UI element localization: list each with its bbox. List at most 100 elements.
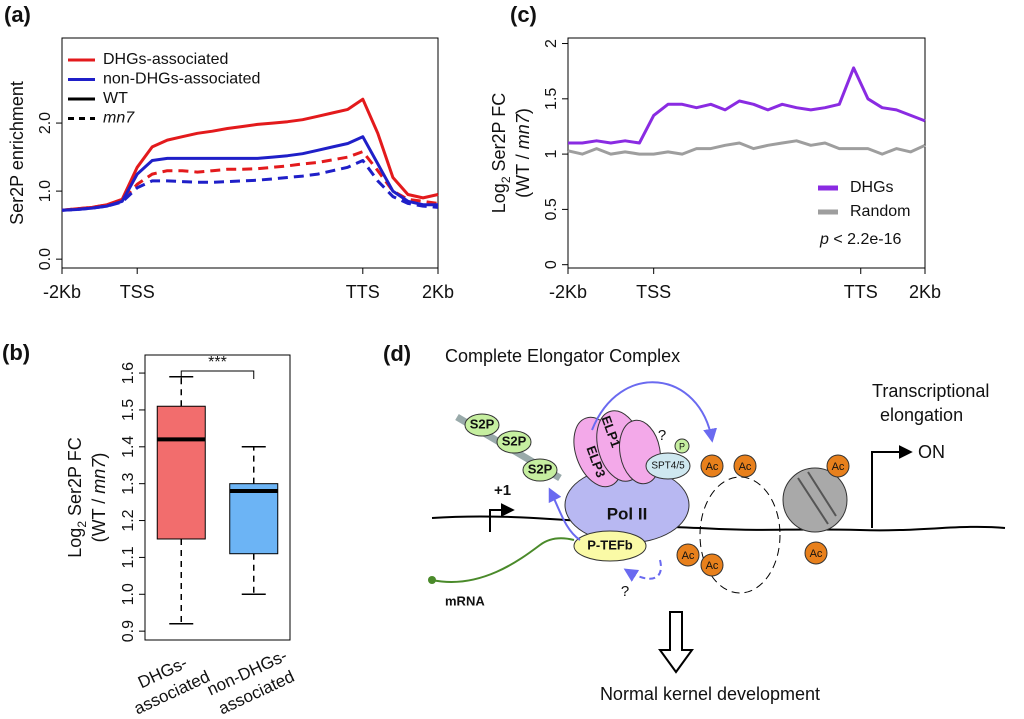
- y-axis-label-part: Log: [65, 528, 85, 558]
- elongation-label: Transcriptional: [872, 381, 989, 401]
- y-tick-label: 0.0: [37, 248, 54, 270]
- annotation: p < 2.2e-16: [819, 231, 902, 248]
- legend-label: non-DHGs-associated: [103, 71, 260, 88]
- question: ?: [621, 583, 629, 600]
- s2p-node: [522, 458, 558, 482]
- acetyl-marks: Ac Ac Ac Ac Ac Ac: [676, 454, 850, 577]
- y-tick-label: 2.0: [37, 112, 54, 134]
- y-tick-label: 0: [543, 260, 560, 269]
- y-axis-label-part: mn7: [89, 458, 109, 494]
- diagram-title: Complete Elongator Complex: [445, 346, 680, 366]
- outcome-label: Normal kernel development: [600, 684, 820, 704]
- ac-label: Ac: [706, 560, 719, 572]
- series-line: [568, 66, 926, 145]
- y-tick-label: 1.1: [120, 546, 137, 568]
- y-axis-label: (WT / mn7): [513, 108, 533, 198]
- ac-mark: [804, 541, 828, 565]
- y-tick-label: 1.3: [120, 472, 137, 494]
- y-tick-label: 1: [543, 150, 560, 159]
- ac-label: Ac: [682, 550, 695, 562]
- annotation-part: p: [819, 231, 829, 248]
- panel-label: (b): [2, 340, 30, 365]
- y-axis-label-part: Ser2P FC: [65, 437, 85, 521]
- s2p-node: [464, 413, 500, 437]
- y-axis-label-part: ): [89, 453, 109, 459]
- plus-one: +1: [494, 482, 511, 499]
- arrow: [591, 381, 717, 443]
- significance-bracket: [180, 370, 255, 379]
- elongation-label: elongation: [880, 405, 963, 425]
- legend-label: mn7: [103, 110, 135, 127]
- mrna-end: [428, 576, 436, 584]
- ptefb-label: P-TEFb: [587, 537, 633, 552]
- arrow: [623, 559, 662, 582]
- y-axis-label: Log2 Ser2P FC: [65, 437, 89, 557]
- significance-label: ***: [208, 354, 227, 371]
- x-tick-label: TSS: [636, 282, 671, 302]
- y-axis-label-part: Log: [489, 183, 509, 213]
- on-label: ON: [918, 442, 945, 462]
- arrow: [548, 487, 581, 541]
- panel-label: (a): [4, 2, 31, 27]
- y-axis-label-part: (WT /: [513, 149, 533, 198]
- ac-label: Ac: [739, 461, 752, 473]
- x-tick-label: TTS: [844, 282, 878, 302]
- s2p-label: S2P: [470, 416, 495, 431]
- y-tick-label: 0.9: [120, 620, 137, 642]
- y-axis-label-part: 2: [75, 521, 89, 528]
- ac-mark: [700, 454, 724, 478]
- tss-arrow: [489, 503, 515, 532]
- box: [156, 405, 206, 540]
- y-axis-label: (WT / mn7): [89, 453, 109, 543]
- y-tick-label: 0.5: [543, 198, 560, 220]
- outcome-arrow: [658, 611, 694, 674]
- series-line: [61, 159, 439, 212]
- y-axis-label: Ser2P enrichment: [7, 81, 27, 225]
- spt-label: SPT4/5: [651, 461, 685, 472]
- nucleosome-dna: [797, 471, 837, 525]
- plot-frame: [567, 37, 926, 269]
- box: [229, 483, 279, 555]
- x-tick-label: DHGs-associated: [122, 647, 213, 719]
- ptefb: [573, 530, 647, 562]
- question: ?: [658, 427, 666, 444]
- ac-label: Ac: [706, 461, 719, 473]
- y-axis-label-part: ): [513, 108, 533, 114]
- y-tick-label: 1.4: [120, 436, 137, 458]
- legend-label: WT: [103, 90, 128, 107]
- plot-frame: [144, 354, 291, 641]
- ac-label: Ac: [832, 461, 845, 473]
- nucleosome: [782, 467, 848, 533]
- y-axis-label-part: Ser2P FC: [489, 93, 509, 177]
- pol-label: Pol II: [607, 504, 648, 523]
- x-tick-label: -2Kb: [549, 282, 587, 302]
- x-tick-label: TTS: [346, 282, 380, 302]
- mrna-label: mRNA: [445, 593, 485, 608]
- on-arrow: [871, 445, 913, 528]
- x-tick-label: -2Kb: [43, 282, 81, 302]
- ac-mark: [733, 454, 757, 478]
- y-axis-label: Log2 Ser2P FC: [489, 93, 513, 213]
- ac-mark: [676, 543, 700, 567]
- panel-label: (d): [383, 341, 411, 366]
- y-tick-label: 1.0: [120, 583, 137, 605]
- y-tick-label: 1.0: [37, 180, 54, 202]
- phospho-label: P: [679, 441, 685, 451]
- dna: [431, 515, 1006, 532]
- spt-complex: [645, 452, 691, 480]
- y-axis-label-part: mn7: [513, 113, 533, 149]
- y-tick-label: 1.5: [120, 399, 137, 421]
- legend-label: DHGs-associated: [103, 51, 228, 68]
- ac-label: Ac: [810, 548, 823, 560]
- y-axis-label-part: (WT /: [89, 494, 109, 543]
- x-tick-label: 2Kb: [422, 282, 454, 302]
- y-axis-label-part: 2: [499, 176, 513, 183]
- s2p-label: S2P: [528, 461, 553, 476]
- ac-mark: [826, 454, 850, 478]
- series-line: [567, 139, 926, 156]
- mrna-strand: [431, 537, 575, 583]
- series-line: [61, 135, 438, 212]
- ac-mark: [700, 553, 724, 577]
- phospho: [674, 438, 690, 454]
